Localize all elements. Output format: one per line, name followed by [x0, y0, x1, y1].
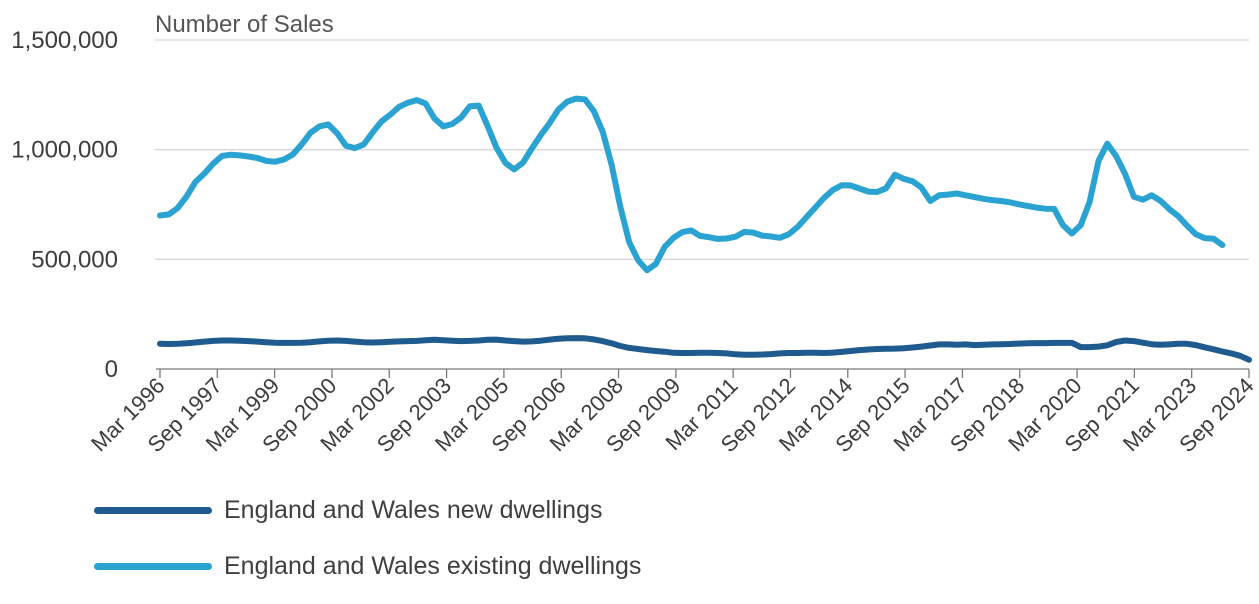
series-lines [157, 95, 1252, 363]
legend-item-existing-dwellings: England and Wales existing dwellings [94, 548, 641, 584]
y-tick-label: 1,000,000 [11, 137, 118, 164]
legend-swatch-new-dwellings [94, 506, 212, 514]
legend: England and Wales new dwellings England … [94, 492, 641, 604]
legend-item-new-dwellings: England and Wales new dwellings [94, 492, 641, 528]
legend-swatch-existing-dwellings [94, 562, 212, 570]
y-tick-label: 500,000 [31, 246, 118, 273]
y-axis-ticks: 0 500,000 1,000,000 1,500,000 [11, 27, 118, 383]
series-line-existing-dwellings [157, 95, 1226, 274]
y-axis-unit-label: Number of Sales [155, 11, 334, 38]
sales-line-chart: Number of Sales 0 500,000 1,000,000 1,500,0… [11, 11, 1259, 457]
gridlines [155, 39, 1249, 370]
legend-label-existing-dwellings: England and Wales existing dwellings [224, 551, 642, 580]
legend-label-new-dwellings: England and Wales new dwellings [224, 495, 603, 524]
series-line-new-dwellings [157, 335, 1252, 363]
y-tick-label: 1,500,000 [11, 27, 118, 54]
y-tick-label: 0 [105, 356, 118, 383]
